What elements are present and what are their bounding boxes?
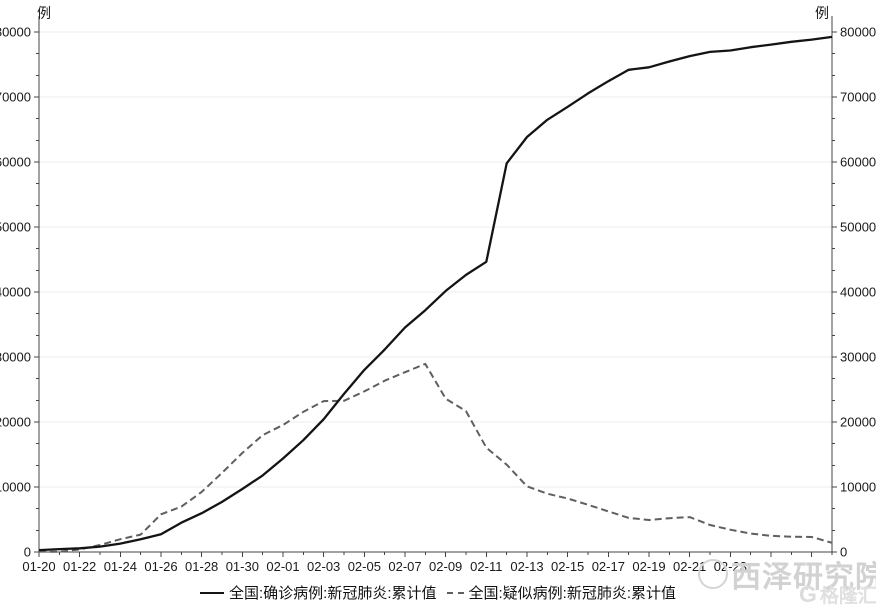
svg-text:0: 0 (840, 545, 847, 560)
svg-text:20000: 20000 (840, 415, 876, 430)
y-axis-unit-right: 例 (815, 5, 829, 21)
svg-text:02-13: 02-13 (510, 559, 543, 574)
svg-text:50000: 50000 (0, 220, 31, 235)
svg-text:20000: 20000 (0, 415, 31, 430)
legend-label-suspected: 全国:疑似病例:新冠肺炎:累计值 (468, 585, 677, 602)
svg-text:80000: 80000 (840, 25, 876, 40)
svg-text:02-19: 02-19 (632, 559, 665, 574)
svg-text:01-30: 01-30 (226, 559, 259, 574)
svg-text:70000: 70000 (0, 90, 31, 105)
chart-legend: 全国:确诊病例:新冠肺炎:累计值 全国:疑似病例:新冠肺炎:累计值 (0, 582, 876, 603)
watermark-xize-text: 西泽研究院 (731, 561, 876, 594)
svg-text:02-11: 02-11 (470, 559, 502, 574)
svg-text:02-21: 02-21 (673, 559, 706, 574)
svg-text:40000: 40000 (0, 285, 31, 300)
svg-text:60000: 60000 (840, 155, 876, 170)
gelonghui-logo-icon: G (799, 581, 817, 607)
y-axis-unit-left: 例 (37, 5, 51, 21)
svg-text:02-07: 02-07 (388, 559, 421, 574)
svg-text:30000: 30000 (0, 350, 31, 365)
svg-text:70000: 70000 (840, 90, 876, 105)
svg-text:02-17: 02-17 (592, 559, 625, 574)
watermark-gelonghui-text: 格隆汇 (819, 586, 876, 607)
svg-text:10000: 10000 (0, 480, 31, 495)
svg-text:02-05: 02-05 (348, 559, 381, 574)
svg-text:02-15: 02-15 (551, 559, 584, 574)
legend-dashed-line-icon (446, 591, 464, 594)
svg-text:60000: 60000 (0, 155, 31, 170)
legend-item-confirmed: 全国:确诊病例:新冠肺炎:累计值 (199, 582, 437, 603)
svg-text:30000: 30000 (840, 350, 876, 365)
svg-text:01-24: 01-24 (104, 559, 137, 574)
xize-seal-icon (698, 559, 728, 589)
svg-text:40000: 40000 (840, 285, 876, 300)
svg-text:01-28: 01-28 (185, 559, 218, 574)
svg-text:02-01: 02-01 (266, 559, 299, 574)
legend-solid-line-icon (199, 591, 224, 594)
svg-text:50000: 50000 (840, 220, 876, 235)
svg-text:10000: 10000 (840, 480, 876, 495)
svg-text:01-22: 01-22 (63, 559, 96, 574)
legend-label-confirmed: 全国:确诊病例:新冠肺炎:累计值 (228, 585, 437, 602)
watermark-xize: 西泽研究院 (698, 552, 876, 596)
svg-text:01-20: 01-20 (22, 559, 55, 574)
svg-text:02-09: 02-09 (429, 559, 462, 574)
svg-text:0: 0 (24, 545, 31, 560)
svg-text:02-03: 02-03 (307, 559, 340, 574)
legend-item-suspected: 全国:疑似病例:新冠肺炎:累计值 (446, 582, 677, 603)
svg-text:80000: 80000 (0, 25, 31, 40)
line-chart: 0 0 10000 10000 20000 20000 30000 30000 40000 400… (0, 16, 876, 574)
svg-text:01-26: 01-26 (144, 559, 177, 574)
watermark-gelonghui: G 格隆汇 (799, 581, 876, 608)
